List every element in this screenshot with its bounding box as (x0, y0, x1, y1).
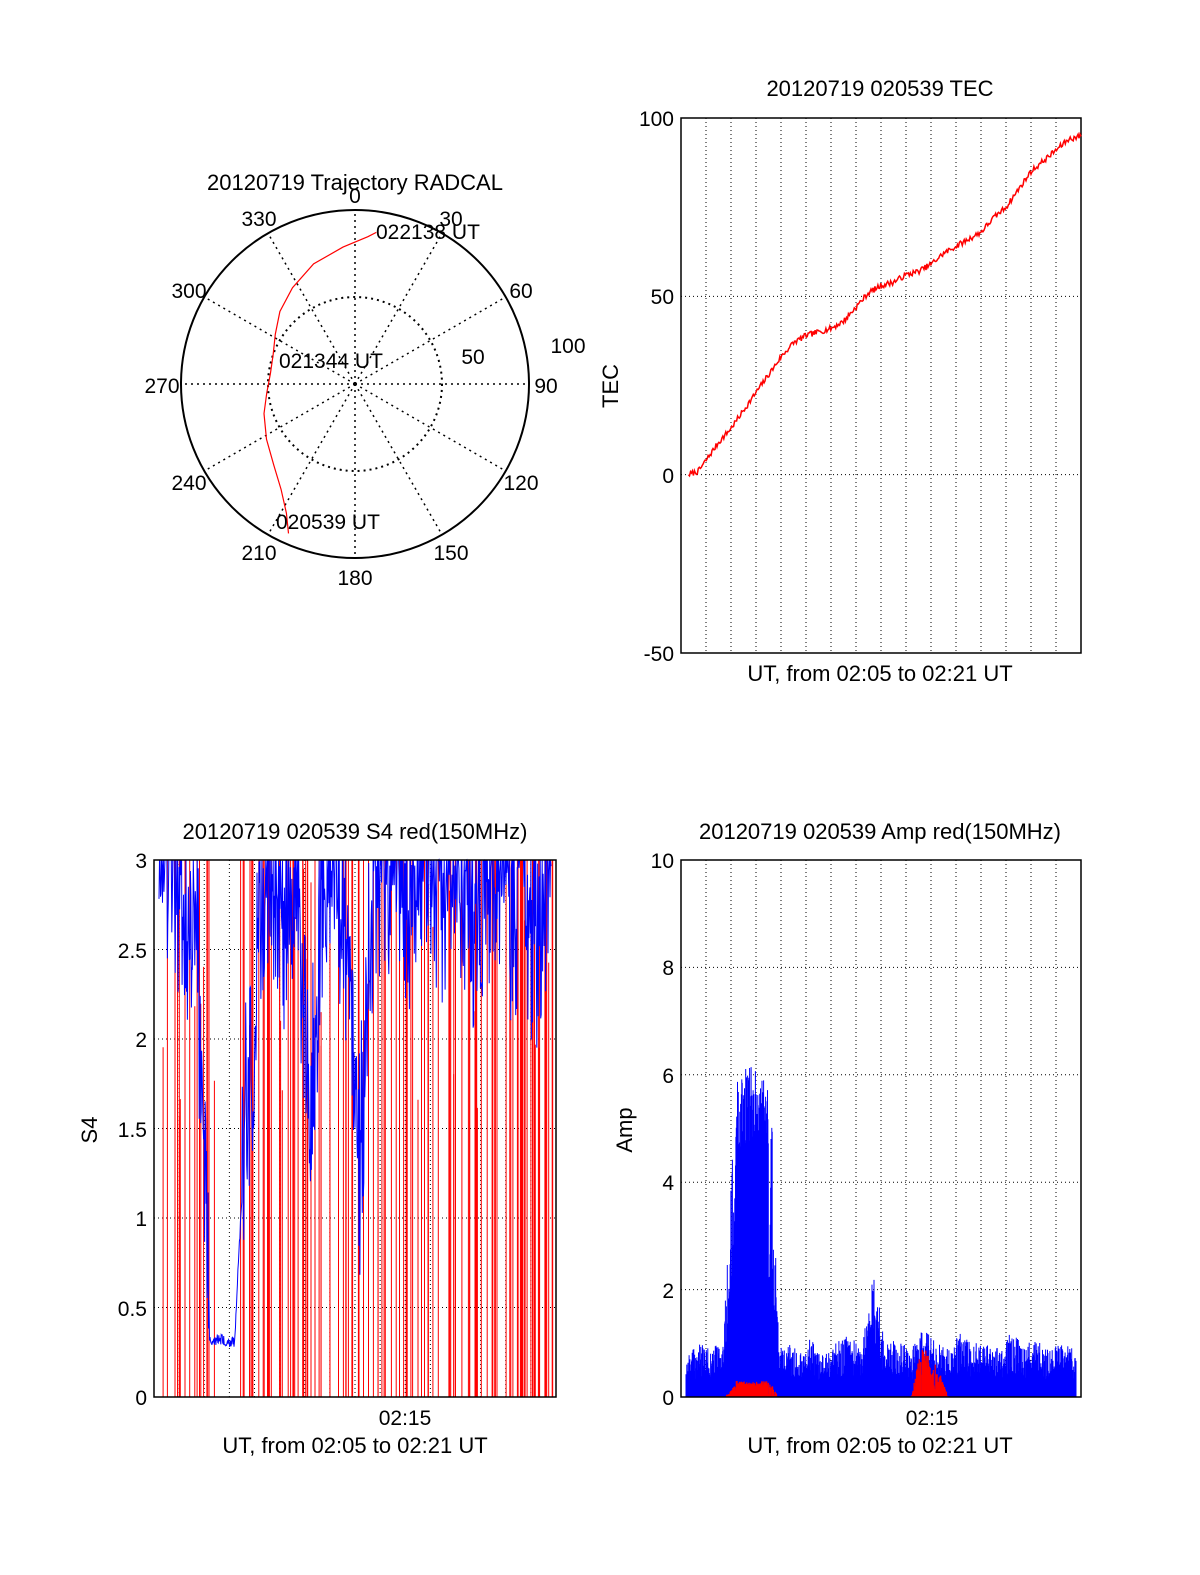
angle-label-0: 0 (349, 185, 361, 208)
amp-red-series (725, 1350, 949, 1397)
polar-spokes (181, 210, 529, 558)
s4-blue-series (158, 858, 552, 1347)
tec-ytick-minus50: -50 (644, 643, 674, 666)
polar-spoke-line (203, 383, 356, 472)
polar-spoke-line (267, 232, 356, 385)
polar-inner-circle (267, 296, 443, 472)
s4-xlabel: UT, from 02:05 to 02:21 UT (222, 1433, 487, 1458)
tec-plot-frame (680, 117, 1082, 654)
trajectory-line (263, 231, 377, 534)
polar-spoke-line (354, 383, 443, 536)
polar-spoke-line (354, 296, 507, 385)
polar-outer-circle (180, 209, 530, 559)
s4-title: 20120719 020539 S4 red(150MHz) (183, 819, 528, 844)
polar-spoke-line (203, 296, 356, 385)
amp-ytick-0: 0 (662, 1387, 674, 1410)
angle-label-300: 300 (171, 280, 206, 303)
amp-ytick-6: 6 (662, 1065, 674, 1088)
amp-ytick-2: 2 (662, 1280, 674, 1303)
radius-label-100: 100 (550, 335, 585, 358)
angle-label-30: 30 (439, 208, 462, 231)
amp-plot-frame (680, 859, 1082, 1398)
tec-ylabel: TEC (598, 364, 623, 408)
angle-label-60: 60 (509, 280, 532, 303)
point-label-start: 020539 UT (276, 511, 380, 534)
angle-label-120: 120 (503, 472, 538, 495)
s4-plot-frame (153, 859, 557, 1398)
tec-title: 20120719 020539 TEC (766, 76, 993, 101)
s4-ytick-3: 3 (135, 850, 147, 873)
amp-xtick-0215: 02:15 (906, 1407, 959, 1430)
polar-title: 20120719 Trajectory RADCAL (207, 170, 503, 195)
s4-ytick-2.5: 2.5 (118, 940, 147, 963)
amp-ytick-10: 10 (651, 850, 674, 873)
polar-spoke-line (354, 232, 443, 385)
tec-series-line (687, 131, 1082, 478)
tec-ytick-50: 50 (651, 286, 674, 309)
polar-spoke-line (354, 383, 507, 472)
amp-ylabel: Amp (612, 1107, 637, 1152)
angle-label-180: 180 (337, 567, 372, 590)
amp-panel: 20120719 020539 Amp red(150MHz) 10 8 6 4… (612, 819, 1082, 1458)
s4-xtick-0215: 02:15 (379, 1407, 432, 1430)
amp-ytick-4: 4 (662, 1172, 674, 1195)
amp-blue-series (685, 1067, 1077, 1397)
point-label-mid: 021344 UT (279, 350, 383, 373)
angle-label-150: 150 (433, 542, 468, 565)
angle-label-240: 240 (171, 472, 206, 495)
point-label-end: 022138 UT (376, 221, 480, 244)
s4-panel: 20120719 020539 S4 red(150MHz) 3 2.5 2 1… (77, 819, 557, 1458)
amp-xlabel: UT, from 02:05 to 02:21 UT (747, 1433, 1012, 1458)
tec-panel: 20120719 020539 TEC 100 50 0 -50 TEC UT,… (598, 76, 1082, 686)
s4-ytick-0: 0 (135, 1387, 147, 1410)
angle-label-90: 90 (534, 375, 557, 398)
s4-ytick-0.5: 0.5 (118, 1298, 147, 1321)
s4-ytick-1: 1 (135, 1208, 147, 1231)
tec-xlabel: UT, from 02:05 to 02:21 UT (747, 661, 1012, 686)
angle-label-270: 270 (144, 375, 179, 398)
tec-ytick-0: 0 (662, 465, 674, 488)
polar-spoke-line (267, 383, 356, 536)
s4-ytick-1.5: 1.5 (118, 1119, 147, 1142)
s4-ylabel: S4 (77, 1117, 102, 1144)
radius-label-50: 50 (461, 346, 484, 369)
s4-blue-line (158, 858, 552, 1347)
amp-title: 20120719 020539 Amp red(150MHz) (699, 819, 1061, 844)
angle-label-330: 330 (241, 208, 276, 231)
polar-trajectory-panel: 20120719 Trajectory RADCAL 0 30 60 90 12… (144, 170, 585, 590)
tec-ytick-100: 100 (639, 108, 674, 131)
amp-ytick-8: 8 (662, 957, 674, 980)
tec-grid (681, 118, 1081, 653)
angle-label-210: 210 (241, 542, 276, 565)
s4-ytick-2: 2 (135, 1029, 147, 1052)
